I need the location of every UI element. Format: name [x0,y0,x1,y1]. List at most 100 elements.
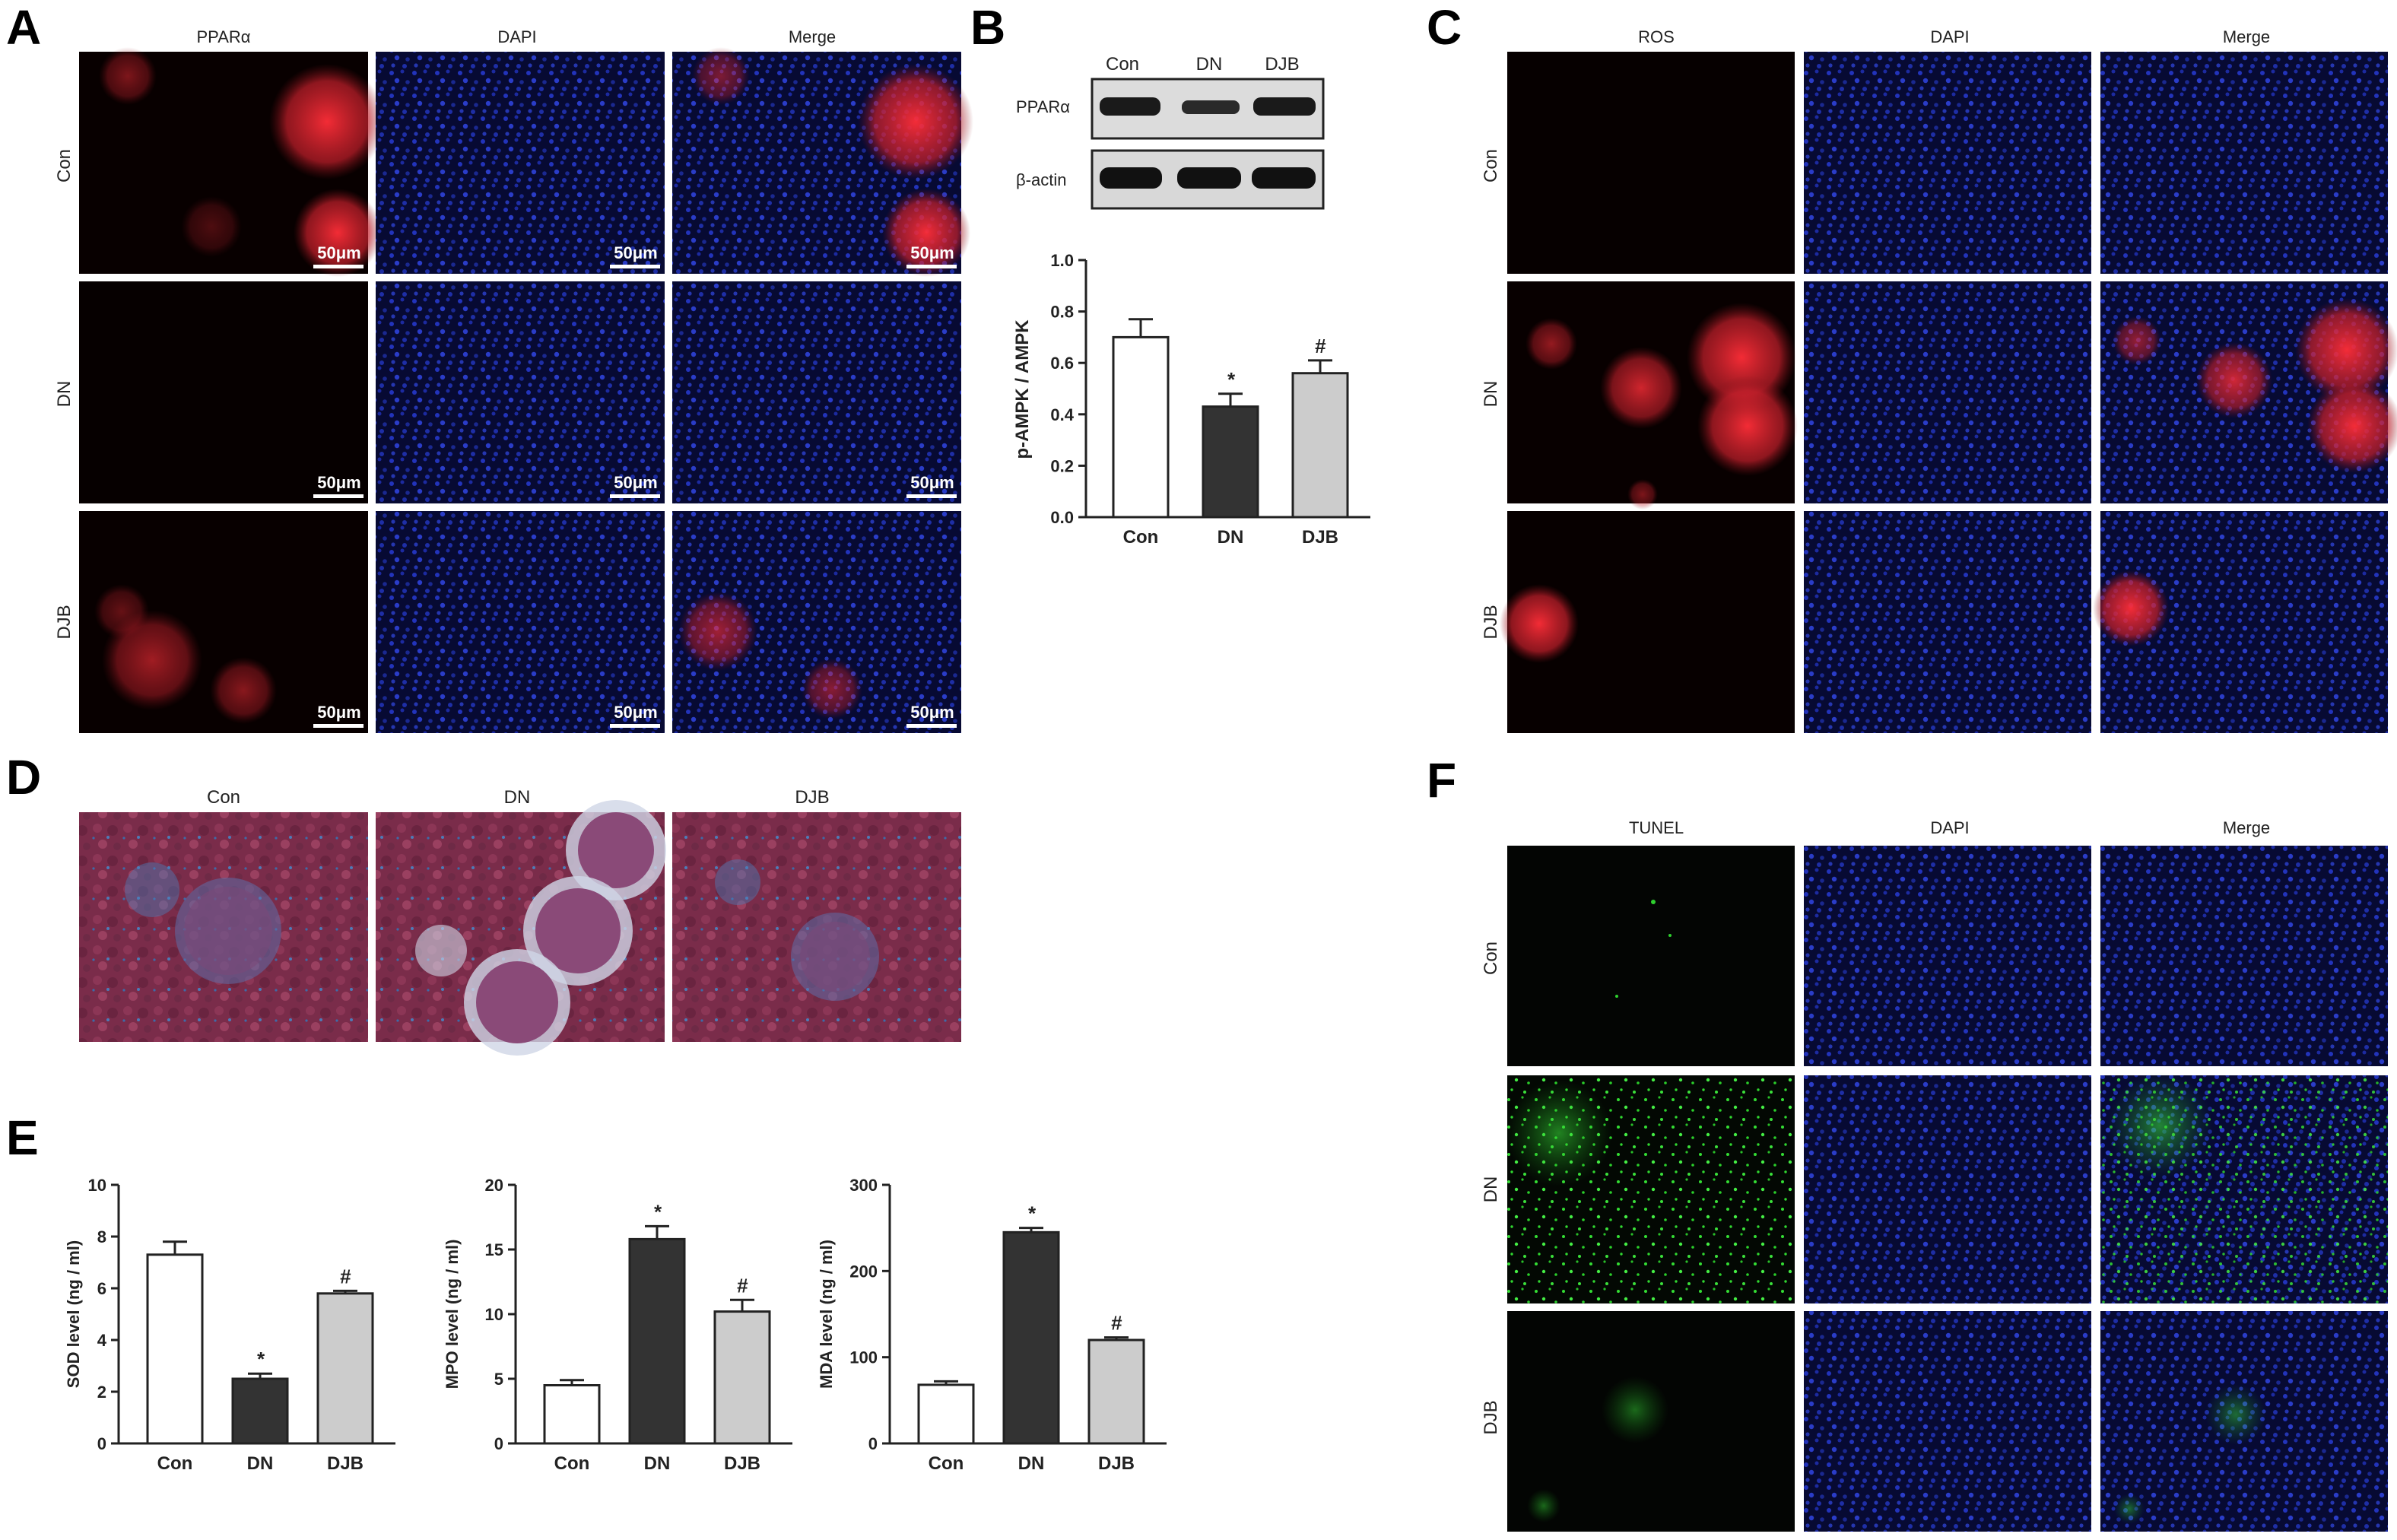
y-tick-label: 0 [97,1434,106,1453]
chart-y-label: MDA level (ng / ml) [817,1240,836,1389]
y-tick-label: 0.2 [1050,456,1074,475]
micrograph-ros-con [1507,52,1795,274]
column-header-djb: DJB [795,787,829,808]
row-label-djb: DJB [54,605,75,639]
scale-bar: 50μm [313,473,364,498]
y-tick-label: 10 [88,1176,106,1195]
blot-row-label-ppara: PPARα [1016,97,1070,116]
x-tick-label: DJB [1302,527,1338,548]
column-header-merge: Merge [2223,27,2270,46]
x-tick-label: DJB [327,1453,364,1474]
panel-label-d: D [6,750,41,805]
y-tick-label: 0.8 [1050,303,1074,322]
bar [543,1384,601,1445]
chart-y-label: MPO level (ng / ml) [443,1240,462,1389]
scale-bar: 50μm [313,703,364,728]
row-label-con: Con [1481,941,1501,975]
scale-bar-label: 50μm [614,243,658,262]
bar [1112,335,1170,519]
x-tick-label: Con [554,1453,590,1474]
row-label-con: Con [1481,149,1501,183]
panel-label-f: F [1427,753,1456,808]
y-tick-label: 0.4 [1050,405,1074,424]
y-tick-label: 0 [868,1434,878,1453]
y-tick-label: 20 [485,1176,503,1195]
panel-f: TUNEL DAPI Merge Con DN DJB [1481,818,2388,1532]
significance-marker: * [1227,368,1236,391]
column-header-con: Con [207,787,240,808]
panel-label-a: A [6,0,41,55]
micrograph-dapi-djb [1804,511,2091,733]
blot-row-label-beta-actin: β-actin [1016,170,1066,189]
micrograph-merge-con [2100,846,2388,1066]
column-header-dapi: DAPI [497,27,536,46]
micrograph-dapi-con [1804,846,2091,1066]
y-tick-label: 0.6 [1050,354,1074,373]
micrograph-dapi-dn [376,281,665,503]
micrograph-dapi-djb [1804,1311,2091,1532]
y-tick-label: 300 [849,1176,878,1195]
x-tick-label: DJB [724,1453,760,1474]
micrograph-ppara-dn [79,281,368,503]
significance-marker: # [737,1274,748,1297]
scale-bar: 50μm [610,243,660,268]
bar [1002,1230,1060,1445]
panel-label-c: C [1427,0,1462,55]
significance-marker: # [340,1265,351,1288]
x-tick-label: DN [247,1453,274,1474]
y-tick-label: 8 [97,1227,106,1246]
micrograph-dapi-dn [1804,1075,2091,1303]
micrograph-merge-con [2100,52,2388,274]
column-header-dn: DN [504,787,531,808]
chart-mda-level: MDA level (ng / ml) 0 100 200 300 Con * DN # DJB [817,1176,1167,1474]
blot-lane-dn: DN [1196,54,1223,75]
scale-bar-label: 50μm [910,703,954,722]
column-header-merge: Merge [2223,818,2270,837]
row-label-dn: DN [54,381,75,408]
x-tick-label: DN [1218,527,1244,548]
row-label-dn: DN [1481,1176,1501,1203]
y-tick-label: 2 [97,1383,106,1402]
scale-bar: 50μm [610,473,660,498]
row-label-dn: DN [1481,381,1501,408]
panel-label-b: B [970,0,1005,55]
column-header-dapi: DAPI [1930,818,1969,837]
row-label-djb: DJB [1481,605,1501,639]
blot-lane-djb: DJB [1265,54,1299,75]
y-tick-label: 15 [485,1240,503,1259]
micrograph-tunel-con [1507,846,1795,1066]
y-tick-label: 5 [494,1370,503,1389]
bar [316,1292,374,1445]
bar [146,1253,204,1445]
scale-bar: 50μm [610,703,660,728]
column-header-ros: ROS [1638,27,1675,46]
scale-bar-label: 50μm [910,243,954,262]
scale-bar-label: 50μm [614,703,658,722]
x-tick-label: DN [1018,1453,1045,1474]
x-tick-label: Con [929,1453,964,1474]
significance-marker: * [1027,1202,1037,1225]
x-tick-label: DJB [1098,1453,1135,1474]
bar [628,1237,686,1445]
chart-y-label: p-AMPK / AMPK [1012,319,1033,459]
scale-bar-label: 50μm [317,243,361,262]
panel-c: ROS DAPI Merge Con DN DJB [1481,27,2397,733]
y-tick-label: 6 [97,1279,106,1298]
y-tick-label: 200 [849,1262,878,1281]
significance-marker: * [256,1348,265,1370]
micrograph-dapi-dn [1804,281,2091,503]
y-tick-label: 100 [849,1348,878,1367]
micrograph-dapi-djb [376,511,665,733]
scale-bar: 50μm [906,473,957,498]
western-blot: Con DN DJB PPARα β-actin [1016,54,1325,210]
bar [231,1377,289,1445]
panel-a: PPARα DAPI Merge Con DN DJB 50μ [54,27,973,733]
panel-d: Con DN DJB [79,787,961,1056]
bar [1202,405,1259,519]
scale-bar: 50μm [313,243,364,268]
scale-bar-label: 50μm [614,473,658,492]
row-label-djb: DJB [1481,1400,1501,1434]
bar [1087,1338,1145,1445]
scale-bar: 50μm [906,703,957,728]
